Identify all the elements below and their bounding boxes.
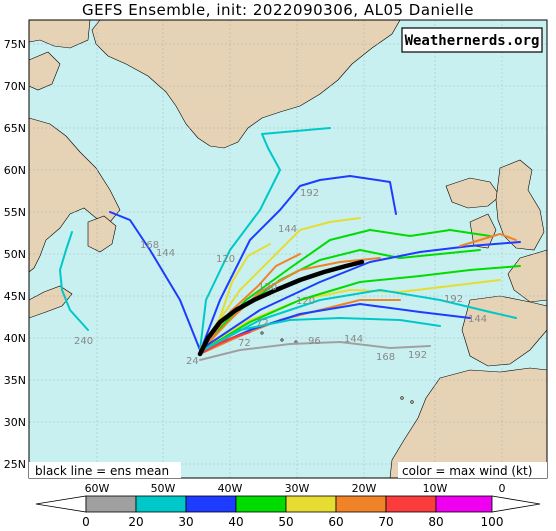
- track-9: [199, 257, 381, 353]
- brand-label: Weathernerds.org: [405, 33, 540, 49]
- lon-label: 30W: [285, 482, 310, 495]
- track-label: 72: [238, 338, 251, 349]
- colorbar-swatch: [135, 495, 187, 513]
- track-label: 144: [278, 224, 297, 235]
- colorbar-tick: 70: [378, 515, 393, 529]
- colorbar-tick: 60: [328, 515, 343, 529]
- colorbar-tick: 100: [481, 515, 504, 529]
- lat-label: 25N: [4, 458, 26, 471]
- land: [28, 19, 548, 479]
- labrador: [28, 117, 121, 273]
- lon-label: 0: [499, 482, 506, 495]
- track-label: 192: [408, 350, 427, 361]
- greenland: [91, 19, 401, 149]
- track-label: 168: [376, 352, 395, 363]
- track-11: [199, 289, 517, 353]
- latitude-labels: 75N 70N 65N 60N 55N 50N 45N 40N 35N 30N …: [4, 38, 26, 471]
- great-britain: [495, 159, 545, 251]
- track-label: 240: [74, 336, 93, 347]
- lat-label: 50N: [4, 248, 26, 261]
- newfoundland: [87, 215, 117, 253]
- lat-label: 40N: [4, 332, 26, 345]
- track-label: 120: [296, 296, 315, 307]
- track-label: 144: [468, 314, 487, 325]
- colorbar-swatch: [385, 495, 437, 513]
- arctic-islands: [28, 19, 91, 49]
- track-13: [199, 341, 431, 361]
- colorbar-max-arrow: [491, 495, 541, 513]
- graticule: [29, 20, 547, 478]
- track-2: [109, 211, 201, 351]
- track-label: 72: [256, 318, 269, 329]
- lat-label: 55N: [4, 206, 26, 219]
- track-label: 120: [216, 254, 235, 265]
- canary-2: [410, 400, 414, 404]
- ensemble-mean-track: [197, 259, 365, 357]
- lat-label: 70N: [4, 80, 26, 93]
- color-legend-box: [398, 462, 547, 478]
- map-frame: [28, 19, 548, 479]
- track-label: 24: [186, 356, 199, 367]
- lon-label: 40W: [218, 482, 243, 495]
- color-legend: color = max wind (kt): [402, 464, 532, 478]
- lon-label: 60W: [85, 482, 110, 495]
- track-label: 192: [300, 188, 319, 199]
- track-6: [201, 229, 491, 349]
- track-17: [199, 241, 521, 351]
- lon-label: 50W: [151, 482, 176, 495]
- colorbar: [35, 495, 541, 513]
- brand-box: [401, 27, 543, 53]
- lat-label: 35N: [4, 374, 26, 387]
- colorbar-swatch: [85, 495, 137, 513]
- colorbar-tick: 0: [82, 515, 90, 529]
- azores-2: [280, 338, 284, 342]
- track-19: [199, 317, 441, 353]
- azores-1: [260, 331, 264, 335]
- track-14: [199, 265, 521, 353]
- colorbar-tick: 80: [428, 515, 443, 529]
- colorbar-min-arrow: [35, 495, 87, 513]
- lat-label: 30N: [4, 416, 26, 429]
- track-label: 96: [308, 336, 321, 347]
- colorbar-labels: 0 20 30 40 50 60 70 80 100: [82, 515, 503, 529]
- track-label: 144: [156, 248, 175, 259]
- iceland: [445, 177, 501, 209]
- track-1: [59, 231, 89, 331]
- track-3: [199, 127, 331, 351]
- lat-label: 60N: [4, 164, 26, 177]
- colorbar-tick: 40: [228, 515, 243, 529]
- track-label: 168: [140, 240, 159, 251]
- colorbar-tick: 20: [128, 515, 143, 529]
- track-8: [201, 279, 501, 351]
- track-labels: 240 192 168 144 144 144 120 120 96 72 72…: [74, 188, 487, 367]
- lat-label: 65N: [4, 122, 26, 135]
- lon-label: 10W: [423, 482, 448, 495]
- track-label: 120: [258, 282, 277, 293]
- longitude-labels: 60W 50W 40W 30W 20W 10W 0: [85, 482, 506, 495]
- colorbar-tick: 50: [278, 515, 293, 529]
- colorbar-tick: 30: [178, 515, 193, 529]
- iberia: [461, 295, 548, 367]
- mean-legend-box: [29, 462, 181, 478]
- colorbar-swatch: [435, 495, 493, 513]
- colorbar-swatch: [285, 495, 337, 513]
- colorbar-swatch: [185, 495, 237, 513]
- track-18: [199, 331, 251, 355]
- map-title: GEFS Ensemble, init: 2022090306, AL05 Da…: [81, 1, 475, 19]
- colorbar-swatch: [335, 495, 387, 513]
- track-label: 192: [444, 294, 463, 305]
- mean-legend: black line = ens mean: [35, 464, 169, 478]
- track-12: [199, 303, 471, 353]
- lat-label: 75N: [4, 38, 26, 51]
- track-4: [199, 175, 397, 353]
- track-label: 144: [344, 334, 363, 345]
- colorbar-swatch: [235, 495, 287, 513]
- lon-label: 20W: [352, 482, 377, 495]
- track-7: [201, 217, 361, 347]
- lat-label: 45N: [4, 290, 26, 303]
- canary-1: [400, 396, 404, 400]
- track-20: [459, 233, 517, 247]
